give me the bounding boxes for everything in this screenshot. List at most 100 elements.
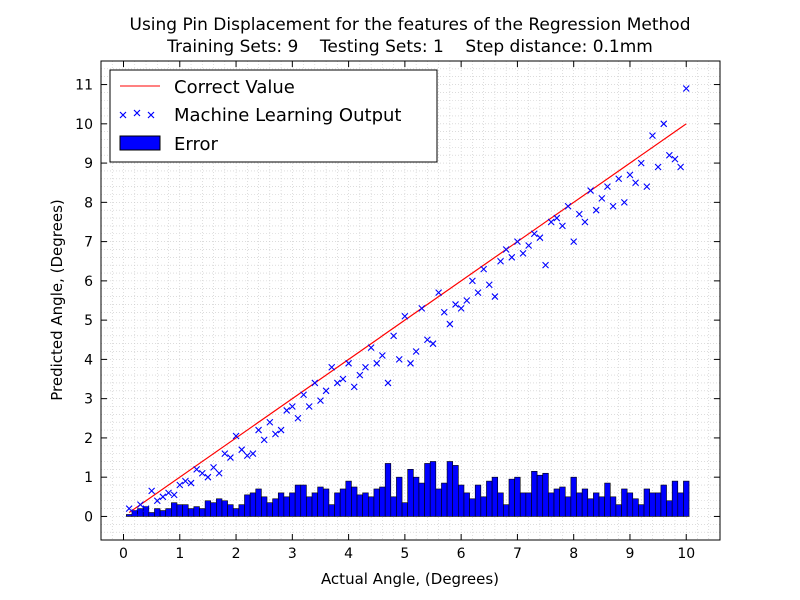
error-bar bbox=[238, 504, 245, 517]
error-bar bbox=[593, 492, 600, 517]
ml-output-point bbox=[407, 359, 414, 367]
error-bar bbox=[311, 492, 318, 517]
error-bar bbox=[536, 474, 544, 517]
ml-output-point bbox=[598, 195, 606, 202]
ml-output-point bbox=[547, 218, 555, 226]
y-tick-label: 5 bbox=[84, 313, 93, 329]
error-bar bbox=[531, 470, 538, 517]
ml-output-point bbox=[502, 246, 510, 253]
ml-output-point bbox=[463, 297, 471, 304]
error-bar bbox=[519, 492, 527, 517]
ml-output-point bbox=[345, 359, 352, 367]
error-bar bbox=[351, 486, 358, 517]
ml-output-point bbox=[215, 469, 223, 477]
ml-output-point bbox=[305, 403, 313, 410]
ml-output-point bbox=[137, 501, 144, 509]
error-bar bbox=[126, 514, 133, 517]
y-tick-label: 6 bbox=[84, 274, 93, 290]
ml-output-point bbox=[210, 463, 217, 471]
ml-output-point bbox=[508, 253, 516, 261]
error-bar bbox=[463, 492, 470, 517]
ml-output-point bbox=[153, 497, 161, 505]
error-bar bbox=[474, 484, 482, 517]
error-bar bbox=[176, 504, 183, 517]
x-axis-label: Actual Angle, (Degrees) bbox=[321, 570, 499, 588]
ml-output-point bbox=[626, 171, 634, 179]
error-bar bbox=[581, 488, 589, 517]
ml-output-point bbox=[378, 352, 386, 359]
ml-output-point bbox=[266, 418, 274, 426]
error-bar bbox=[609, 496, 617, 517]
ml-output-point bbox=[519, 249, 527, 257]
ml-output-point bbox=[283, 407, 291, 414]
error-bar bbox=[587, 498, 594, 517]
error-bar bbox=[407, 469, 414, 517]
ml-output-point bbox=[637, 159, 645, 167]
ml-output-point bbox=[497, 257, 504, 265]
error-bar bbox=[671, 480, 679, 517]
error-bar bbox=[244, 494, 251, 517]
error-bar bbox=[452, 465, 459, 517]
y-tick-label: 1 bbox=[84, 470, 93, 486]
axes bbox=[100, 60, 721, 541]
x-tick-label: 10 bbox=[677, 546, 695, 562]
error-bar bbox=[604, 482, 611, 517]
x-tick-label: 4 bbox=[344, 546, 353, 562]
ml-output-point bbox=[587, 187, 594, 194]
ml-output-point bbox=[221, 450, 229, 458]
ml-output-point bbox=[170, 491, 178, 499]
ml-output-point bbox=[660, 120, 668, 128]
error-bar bbox=[666, 500, 673, 517]
ml-output-point bbox=[198, 469, 206, 477]
legend-bar-swatch bbox=[119, 135, 161, 151]
ml-output-point bbox=[227, 454, 234, 461]
x-tick-label: 0 bbox=[119, 546, 128, 562]
plot-frame bbox=[100, 60, 721, 541]
error-bar bbox=[598, 496, 605, 517]
ml-output-point bbox=[440, 308, 448, 316]
error-bar bbox=[654, 492, 662, 517]
ml-output-point bbox=[435, 289, 443, 297]
ml-output-point bbox=[570, 238, 578, 245]
error-bar bbox=[165, 508, 172, 517]
ml-output-point bbox=[620, 198, 628, 206]
error-bar bbox=[413, 476, 420, 517]
ml-output-point bbox=[165, 489, 172, 497]
x-tick-label: 5 bbox=[400, 546, 409, 562]
ml-output-point bbox=[176, 481, 184, 489]
ml-output-point bbox=[682, 85, 690, 92]
error-bar bbox=[677, 492, 684, 517]
ml-output-point bbox=[665, 151, 673, 159]
ml-output-point bbox=[272, 430, 279, 438]
ml-output-point bbox=[632, 179, 639, 187]
ml-output-point bbox=[418, 304, 426, 312]
legend-label-error: Error bbox=[174, 134, 218, 155]
error-bar bbox=[491, 476, 499, 517]
error-bar bbox=[621, 488, 628, 517]
x-tick-label: 3 bbox=[288, 546, 297, 562]
ml-output-point bbox=[232, 432, 240, 440]
error-bar bbox=[626, 492, 634, 517]
ml-output-point bbox=[142, 505, 150, 512]
error-bar bbox=[435, 488, 442, 517]
ml-output-point bbox=[553, 214, 561, 222]
ml-output-point bbox=[238, 446, 246, 454]
ml-output-point bbox=[182, 477, 189, 485]
error-bar bbox=[508, 478, 515, 517]
ml-output-point bbox=[193, 465, 201, 473]
error-bar bbox=[289, 492, 296, 517]
ml-output-point bbox=[300, 391, 307, 399]
error-bar bbox=[441, 482, 448, 517]
ml-output-point bbox=[148, 487, 156, 495]
error-bar bbox=[638, 504, 645, 517]
error-bar bbox=[356, 494, 363, 517]
error-bar bbox=[204, 500, 212, 517]
chart-title: Using Pin Displacement for the features … bbox=[130, 15, 691, 35]
error-bar bbox=[171, 502, 178, 517]
error-bar bbox=[272, 498, 279, 517]
error-bar bbox=[553, 488, 560, 517]
y-tick-label: 7 bbox=[84, 235, 93, 251]
error-bar bbox=[232, 508, 240, 517]
error-bar bbox=[446, 461, 454, 517]
